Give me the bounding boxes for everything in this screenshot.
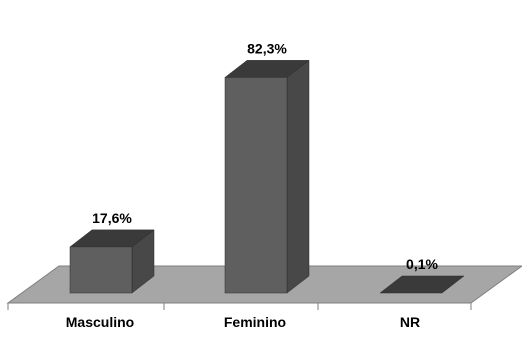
bar-front [69,246,133,294]
bar-front [224,77,288,294]
x-tick-label: Masculino [66,314,134,330]
data-label: 17,6% [92,210,132,226]
bar-masculino [69,229,155,294]
bar-side [286,59,310,294]
x-tick-label: NR [400,314,420,330]
data-label: 82,3% [247,40,287,56]
bar-feminino [224,59,310,294]
bar-top [379,275,465,294]
x-tick-label: Feminino [224,314,286,330]
data-label: 0,1% [406,256,438,272]
bar-nr [379,275,465,294]
